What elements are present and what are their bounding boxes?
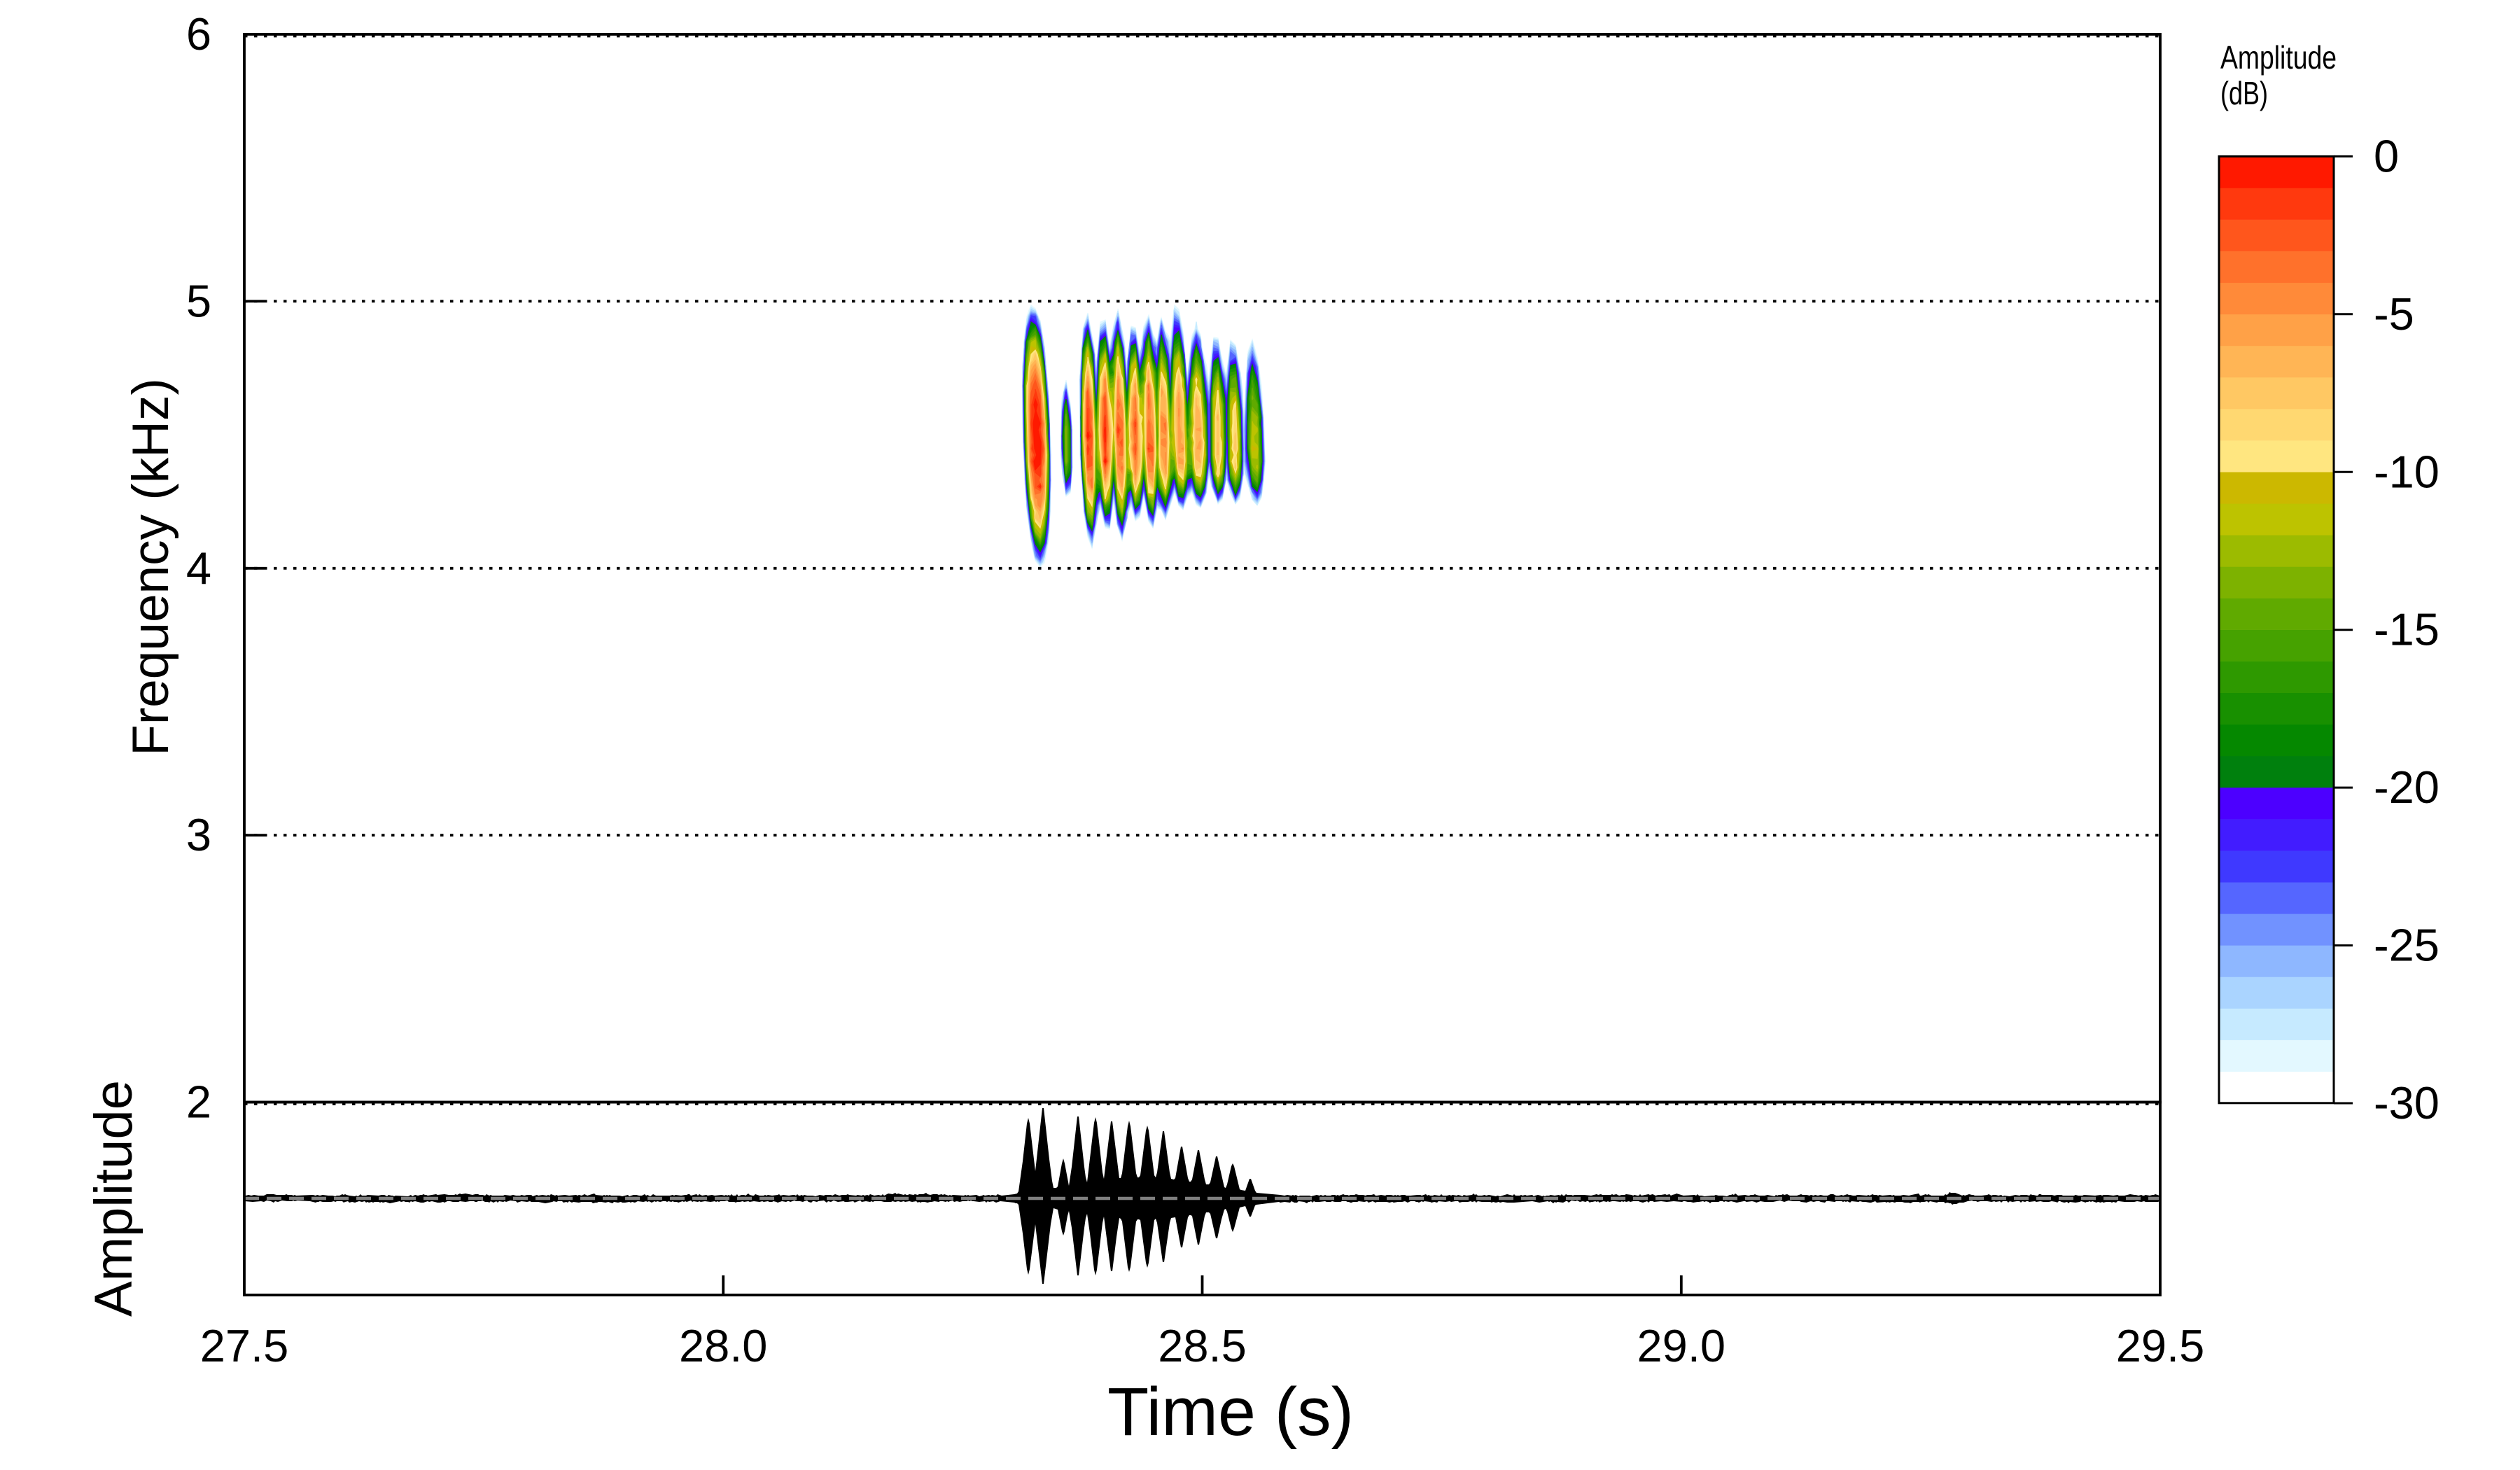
svg-text:Amplitude: Amplitude	[84, 1080, 144, 1317]
svg-text:-5: -5	[2374, 288, 2414, 340]
svg-text:(dB): (dB)	[2220, 75, 2268, 111]
svg-text:-25: -25	[2374, 920, 2440, 971]
svg-text:Amplitude: Amplitude	[2220, 39, 2337, 76]
svg-text:28.0: 28.0	[679, 1320, 768, 1371]
svg-text:Frequency (kHz): Frequency (kHz)	[122, 378, 179, 756]
svg-text:2: 2	[186, 1077, 211, 1128]
svg-text:3: 3	[186, 809, 211, 860]
svg-text:5: 5	[186, 275, 211, 326]
svg-text:-15: -15	[2374, 604, 2440, 655]
svg-text:29.0: 29.0	[1637, 1320, 1726, 1371]
svg-text:0: 0	[2374, 130, 2399, 181]
svg-text:27.5: 27.5	[200, 1320, 289, 1371]
svg-text:Time (s): Time (s)	[1107, 1373, 1354, 1450]
svg-text:-20: -20	[2374, 762, 2440, 813]
svg-text:4: 4	[186, 542, 211, 594]
svg-text:29.5: 29.5	[2116, 1320, 2205, 1371]
svg-text:-30: -30	[2374, 1077, 2440, 1128]
svg-text:-10: -10	[2374, 446, 2440, 497]
svg-text:28.5: 28.5	[1158, 1320, 1247, 1371]
svg-text:6: 6	[186, 8, 211, 59]
